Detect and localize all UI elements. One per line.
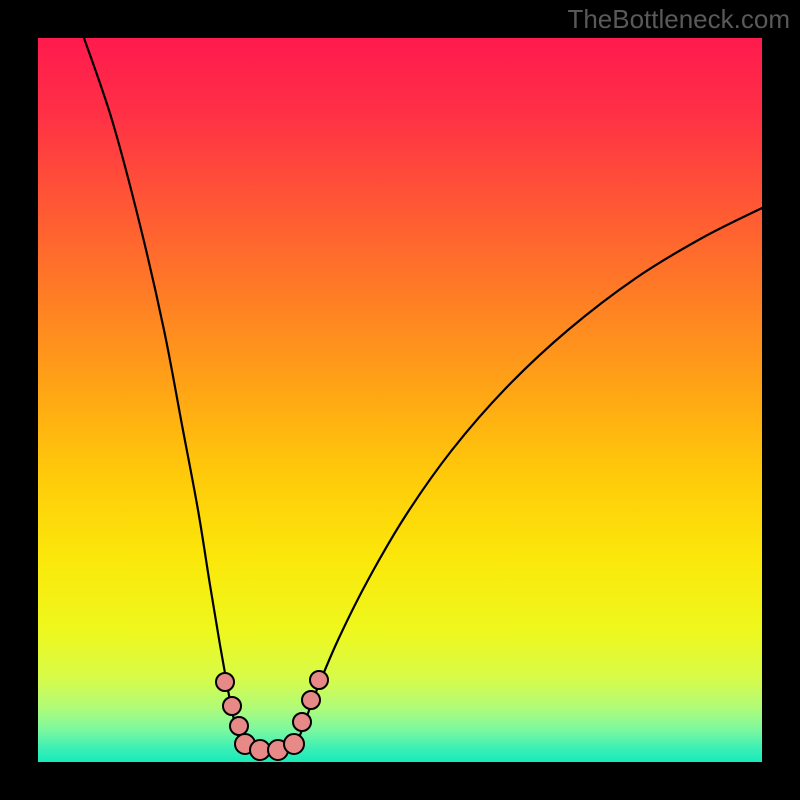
watermark-text: TheBottleneck.com (567, 4, 790, 35)
marker-dot (284, 734, 304, 754)
marker-dot (216, 673, 234, 691)
marker-dot (223, 697, 241, 715)
marker-dot (230, 717, 248, 735)
marker-dot (310, 671, 328, 689)
chart-figure (0, 0, 800, 800)
marker-dot (302, 691, 320, 709)
marker-dot (293, 713, 311, 731)
plot-gradient-background (38, 38, 762, 762)
